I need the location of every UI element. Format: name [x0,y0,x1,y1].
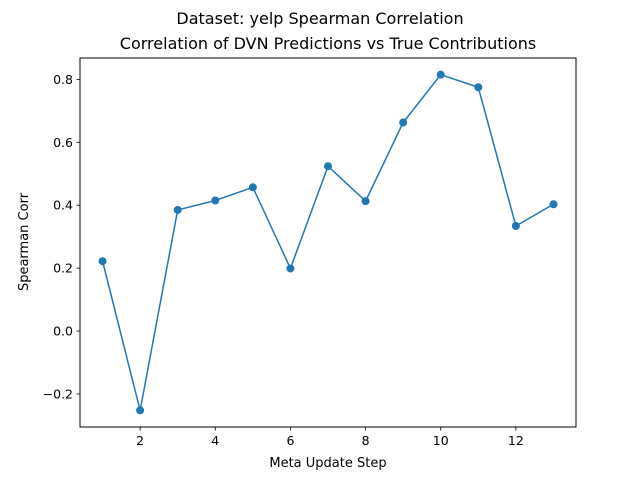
x-tick-label: 4 [211,433,219,448]
chart-suptitle: Dataset: yelp Spearman Correlation [176,9,463,28]
y-tick-label: 0.0 [53,324,73,339]
data-point [361,197,370,206]
x-tick-label: 12 [508,433,524,448]
data-point [136,406,145,415]
data-point [324,162,332,171]
data-point [248,183,257,192]
y-tick-label: −0.2 [43,386,73,401]
y-tick-label: 0.4 [53,198,73,213]
y-tick-label: 0.2 [53,261,73,276]
data-point [399,118,408,127]
data-point [211,196,220,205]
x-tick-label: 6 [286,433,294,448]
data-point [474,83,483,92]
y-tick-label: 0.6 [53,135,73,150]
data-point [286,264,295,273]
data-point [436,70,445,79]
chart-title: Correlation of DVN Predictions vs True C… [120,34,536,53]
x-tick-label: 2 [136,433,144,448]
x-tick-label: 10 [433,433,449,448]
data-point [173,205,182,214]
y-axis-label: Spearman Corr [17,192,32,291]
y-tick-label: 0.8 [53,72,73,87]
x-axis: 2 4 6 8 10 12 [136,427,524,448]
axes-frame [79,57,577,428]
data-point [549,200,558,209]
x-tick-label: 8 [362,433,370,448]
x-axis-label: Meta Update Step [269,456,386,471]
data-point [511,221,520,230]
data-point [98,257,107,266]
y-axis: −0.2 0.0 0.2 0.4 0.6 0.8 [43,72,80,401]
plot-area [98,70,558,415]
